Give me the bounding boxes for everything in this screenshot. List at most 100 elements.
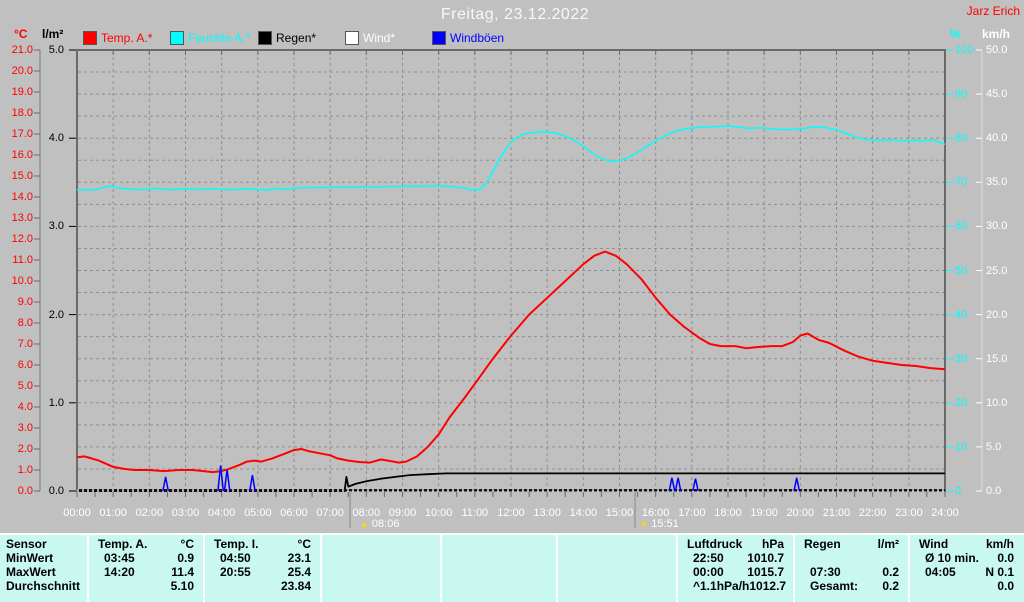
table-cell-row: 0.0 [911,579,1022,593]
table-cell-row: 23.84 [206,579,319,593]
table-separator [676,535,678,602]
humidity-tick-label: 100 [955,44,974,56]
table-col-unit: °C [297,537,311,551]
table-cell-time: 03:45 [104,551,135,565]
table-col-name: Luftdruck [687,537,743,551]
table-cell-time: 07:30 [810,565,841,579]
temp-tick-label: 13.0 [11,212,33,224]
table-cell-row: 00:00 1015.7 [679,565,792,579]
humidity-axis-unit: % [950,27,961,41]
legend-label: Wind* [363,31,396,45]
temp-tick-label: 18.0 [11,107,33,119]
table-cell-row: 03:45 0.9 [90,551,202,565]
table-cell-row: 07:30 0.2 [796,565,907,579]
humidity-tick-label: 20 [955,396,968,409]
table-separator [556,535,558,602]
table-col-name: Temp. I. [214,537,259,551]
table-col-header: Regen l/m² [796,537,907,551]
table-col-unit: °C [180,537,194,551]
sunset-marker: ▼ 15:51 [639,518,679,530]
table-cell-value: 23.84 [280,579,311,593]
time-axis-label: 23:00 [895,507,923,519]
temp-tick-label: 1.0 [17,464,33,476]
temp-tick-label: 20.0 [11,65,33,77]
gust-spike [691,478,699,492]
table-separator [203,535,205,602]
windböen-swatch-icon [432,31,446,45]
wind-tick-label: 5.0 [986,440,1002,453]
table-col-header: Temp. I. °C [206,537,319,551]
table-cell-value: N 0.1 [985,565,1014,579]
wind-tick-label: 10.0 [986,396,1008,409]
temp-axis-unit: °C [14,27,28,41]
temp-tick-label: 0.0 [17,485,33,497]
temp-tick-label: 5.0 [17,380,33,392]
regen-swatch-icon [258,31,272,45]
series-feuchtea [77,125,946,191]
wind-tick-label: 20.0 [986,308,1008,321]
series-regen [77,472,945,492]
table-cell-row: ^1.1hPa/h 1012.7 [679,579,792,593]
sunrise-time: 08:06 [371,518,400,530]
time-axis-label: 18:00 [714,507,742,519]
humidity-tick-label: 50 [955,264,968,277]
wind-tick-label: 15.0 [986,352,1008,365]
time-axis-label: 21:00 [822,507,851,519]
table-cell-value: 0.2 [882,579,899,593]
table-cell-row: 20:55 25.4 [206,565,319,579]
legend-item: Temp. A.* [83,31,152,45]
humidity-tick-label: 10 [955,440,968,453]
temp-tick-label: 11.0 [12,254,33,266]
time-axis-label: 15:00 [605,507,634,519]
temp-tick-label: 12.0 [11,233,33,245]
time-axis-label: 19:00 [750,507,778,519]
table-cell-row: 04:05 N 0.1 [911,565,1022,579]
humidity-tick-label: 80 [955,132,968,145]
time-axis-label: 01:00 [99,507,127,519]
series-tempa [76,250,946,474]
legend-label: Regen* [276,31,317,45]
legend-item: Regen* [258,31,316,45]
page-title: Freitag, 23.12.2022 [440,6,590,23]
humidity-tick-label: 70 [955,176,968,189]
table-cell-value: 5.10 [170,579,194,593]
table-cell-row: Ø 10 min. 0.0 [911,551,1022,565]
time-axis-label: 22:00 [858,507,887,519]
humidity-tick-label: 30 [955,352,968,365]
rain-tick-label: 1.0 [48,396,64,409]
temp-tick-label: 7.0 [17,338,33,350]
gust-spike [223,469,231,492]
table-col-unit: l/m² [877,537,899,551]
table-cell-row: 04:50 23.1 [206,551,319,565]
legend-label: Temp. A.* [101,31,153,45]
table-cell-row: 14:20 11.4 [90,565,202,579]
legend-label: Windböen [450,31,505,45]
gust-spike [668,477,676,492]
sunrise-marker: ▲ 08:06 [360,518,400,530]
temp-tick-label: 3.0 [17,422,33,434]
table-cell-value: 25.4 [287,565,311,579]
table-separator [793,535,795,602]
table-col-name: Temp. A. [98,537,148,551]
humidity-tick-label: 0 [955,485,962,497]
time-axis-label: 10:00 [424,507,453,519]
table-cell-value: 0.0 [997,579,1014,593]
legend-item: Feuchte A.* [170,31,250,45]
humidity-tick-label: 60 [955,220,968,233]
table-col-header: Luftdruck hPa [679,537,792,551]
table-cell-time: 20:55 [220,565,251,579]
temp-tick-label: 6.0 [17,359,33,371]
wind-axis-unit: km/h [982,27,1011,41]
table-row-label: MaxWert [6,565,56,579]
table-row-label: Sensor [6,537,47,551]
table-cell-value: 1015.7 [747,565,784,579]
gust-spike [248,474,256,492]
wind-tick-label: 45.0 [986,88,1008,101]
time-axis-label: 08:00 [352,507,381,519]
table-separator [320,535,322,602]
temp-tick-label: 17.0 [11,128,33,140]
temp-tick-label: 8.0 [17,317,33,329]
table-col-header: Wind km/h [911,537,1022,551]
rain-tick-label: 3.0 [48,220,64,233]
time-axis-label: 09:00 [388,507,417,519]
